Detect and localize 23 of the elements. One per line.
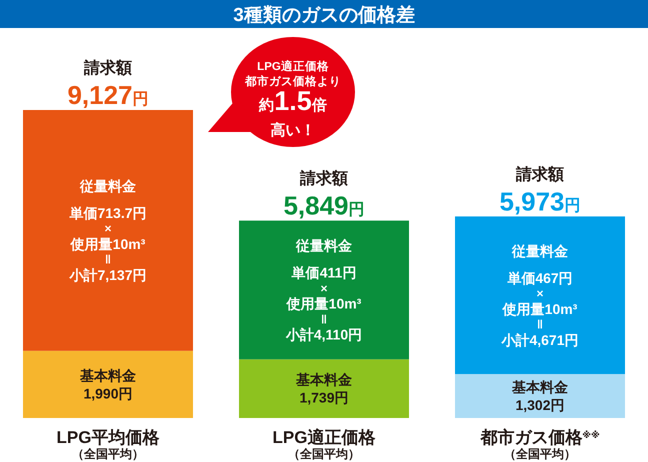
data-label: 単価713.7円 × 使用量10m³ ‖ 小計7,137円 bbox=[68, 204, 147, 283]
total-label: 請求額 5,849円 bbox=[283, 170, 365, 221]
text: 都市ガス価格より bbox=[244, 74, 341, 88]
data-label: 単価467円 × 使用量10m³ ‖ 小計4,671円 bbox=[500, 270, 579, 348]
data-label: 1,739円 bbox=[299, 390, 349, 406]
data-label: 1,990円 bbox=[83, 385, 133, 402]
x-tick-label: LPG平均価格（全国平均） bbox=[56, 428, 160, 461]
x-tick-label: 都市ガス価格$^{※※}$（全国平均） bbox=[479, 428, 600, 461]
annotation: 高い！ bbox=[270, 121, 316, 139]
text: 基本料金 bbox=[80, 367, 136, 384]
annotation: 約1.5倍 bbox=[258, 86, 327, 116]
total-label: 請求額 5,973円 bbox=[499, 165, 581, 216]
text: 従量料金 bbox=[512, 242, 568, 259]
text: LPG適正価格 bbox=[257, 59, 330, 73]
total-label: 請求額 9,127円 bbox=[67, 59, 149, 110]
chart-title: 3種類のガスの価格差 bbox=[233, 5, 415, 26]
series-label: 従量料金 bbox=[295, 238, 353, 254]
text: 基本料金 bbox=[296, 372, 352, 388]
data-label: 1,302円 bbox=[515, 397, 565, 414]
series-label: 基本料金 bbox=[511, 379, 569, 396]
x-tick-label: LPG適正価格（全国平均） bbox=[272, 428, 376, 461]
data-label: 単価411円 × 使用量10m³ ‖ 小計4,110円 bbox=[284, 264, 362, 343]
text: 従量料金 bbox=[80, 178, 136, 194]
